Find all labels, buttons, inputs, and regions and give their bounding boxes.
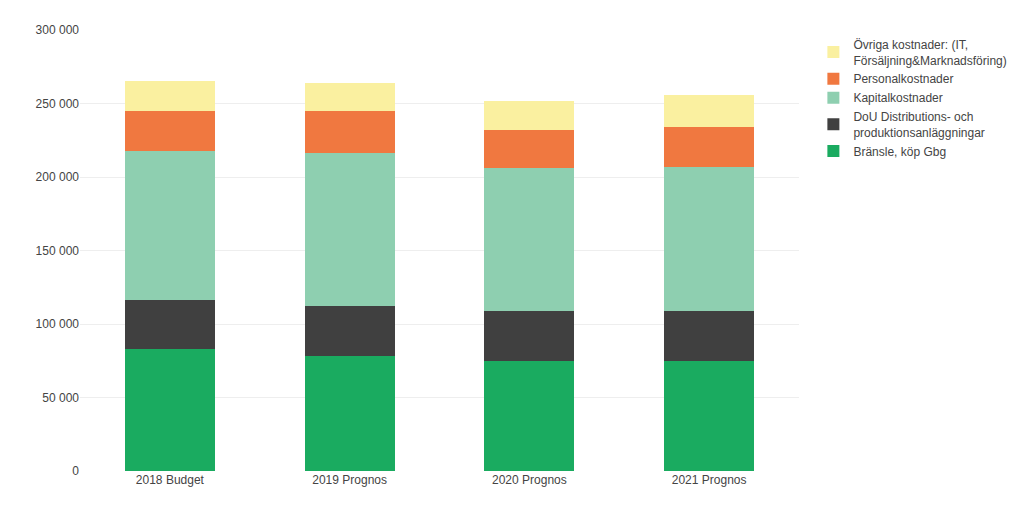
svg-text:2019 Prognos: 2019 Prognos (312, 473, 387, 487)
svg-text:Övriga kostnader: (IT,Försäljn: Övriga kostnader: (IT,Försäljning&Markna… (853, 38, 1006, 68)
svg-text:DoU Distributions- ochprodukti: DoU Distributions- ochproduktionsanläggn… (853, 110, 984, 140)
svg-text:Bränsle, köp Gbg: Bränsle, köp Gbg (853, 145, 946, 159)
svg-text:Kapitalkostnader: Kapitalkostnader (853, 91, 942, 105)
svg-text:250 000: 250 000 (36, 97, 80, 111)
svg-text:2020 Prognos: 2020 Prognos (492, 473, 567, 487)
svg-text:2021 Prognos: 2021 Prognos (672, 473, 747, 487)
svg-text:0: 0 (72, 464, 79, 478)
svg-text:2018 Budget: 2018 Budget (136, 473, 205, 487)
svg-text:150 000: 150 000 (36, 244, 80, 258)
svg-text:300 000: 300 000 (36, 23, 80, 37)
svg-text:100 000: 100 000 (36, 317, 80, 331)
svg-text:200 000: 200 000 (36, 170, 80, 184)
svg-text:50 000: 50 000 (42, 391, 79, 405)
svg-text:Personalkostnader: Personalkostnader (853, 72, 953, 86)
